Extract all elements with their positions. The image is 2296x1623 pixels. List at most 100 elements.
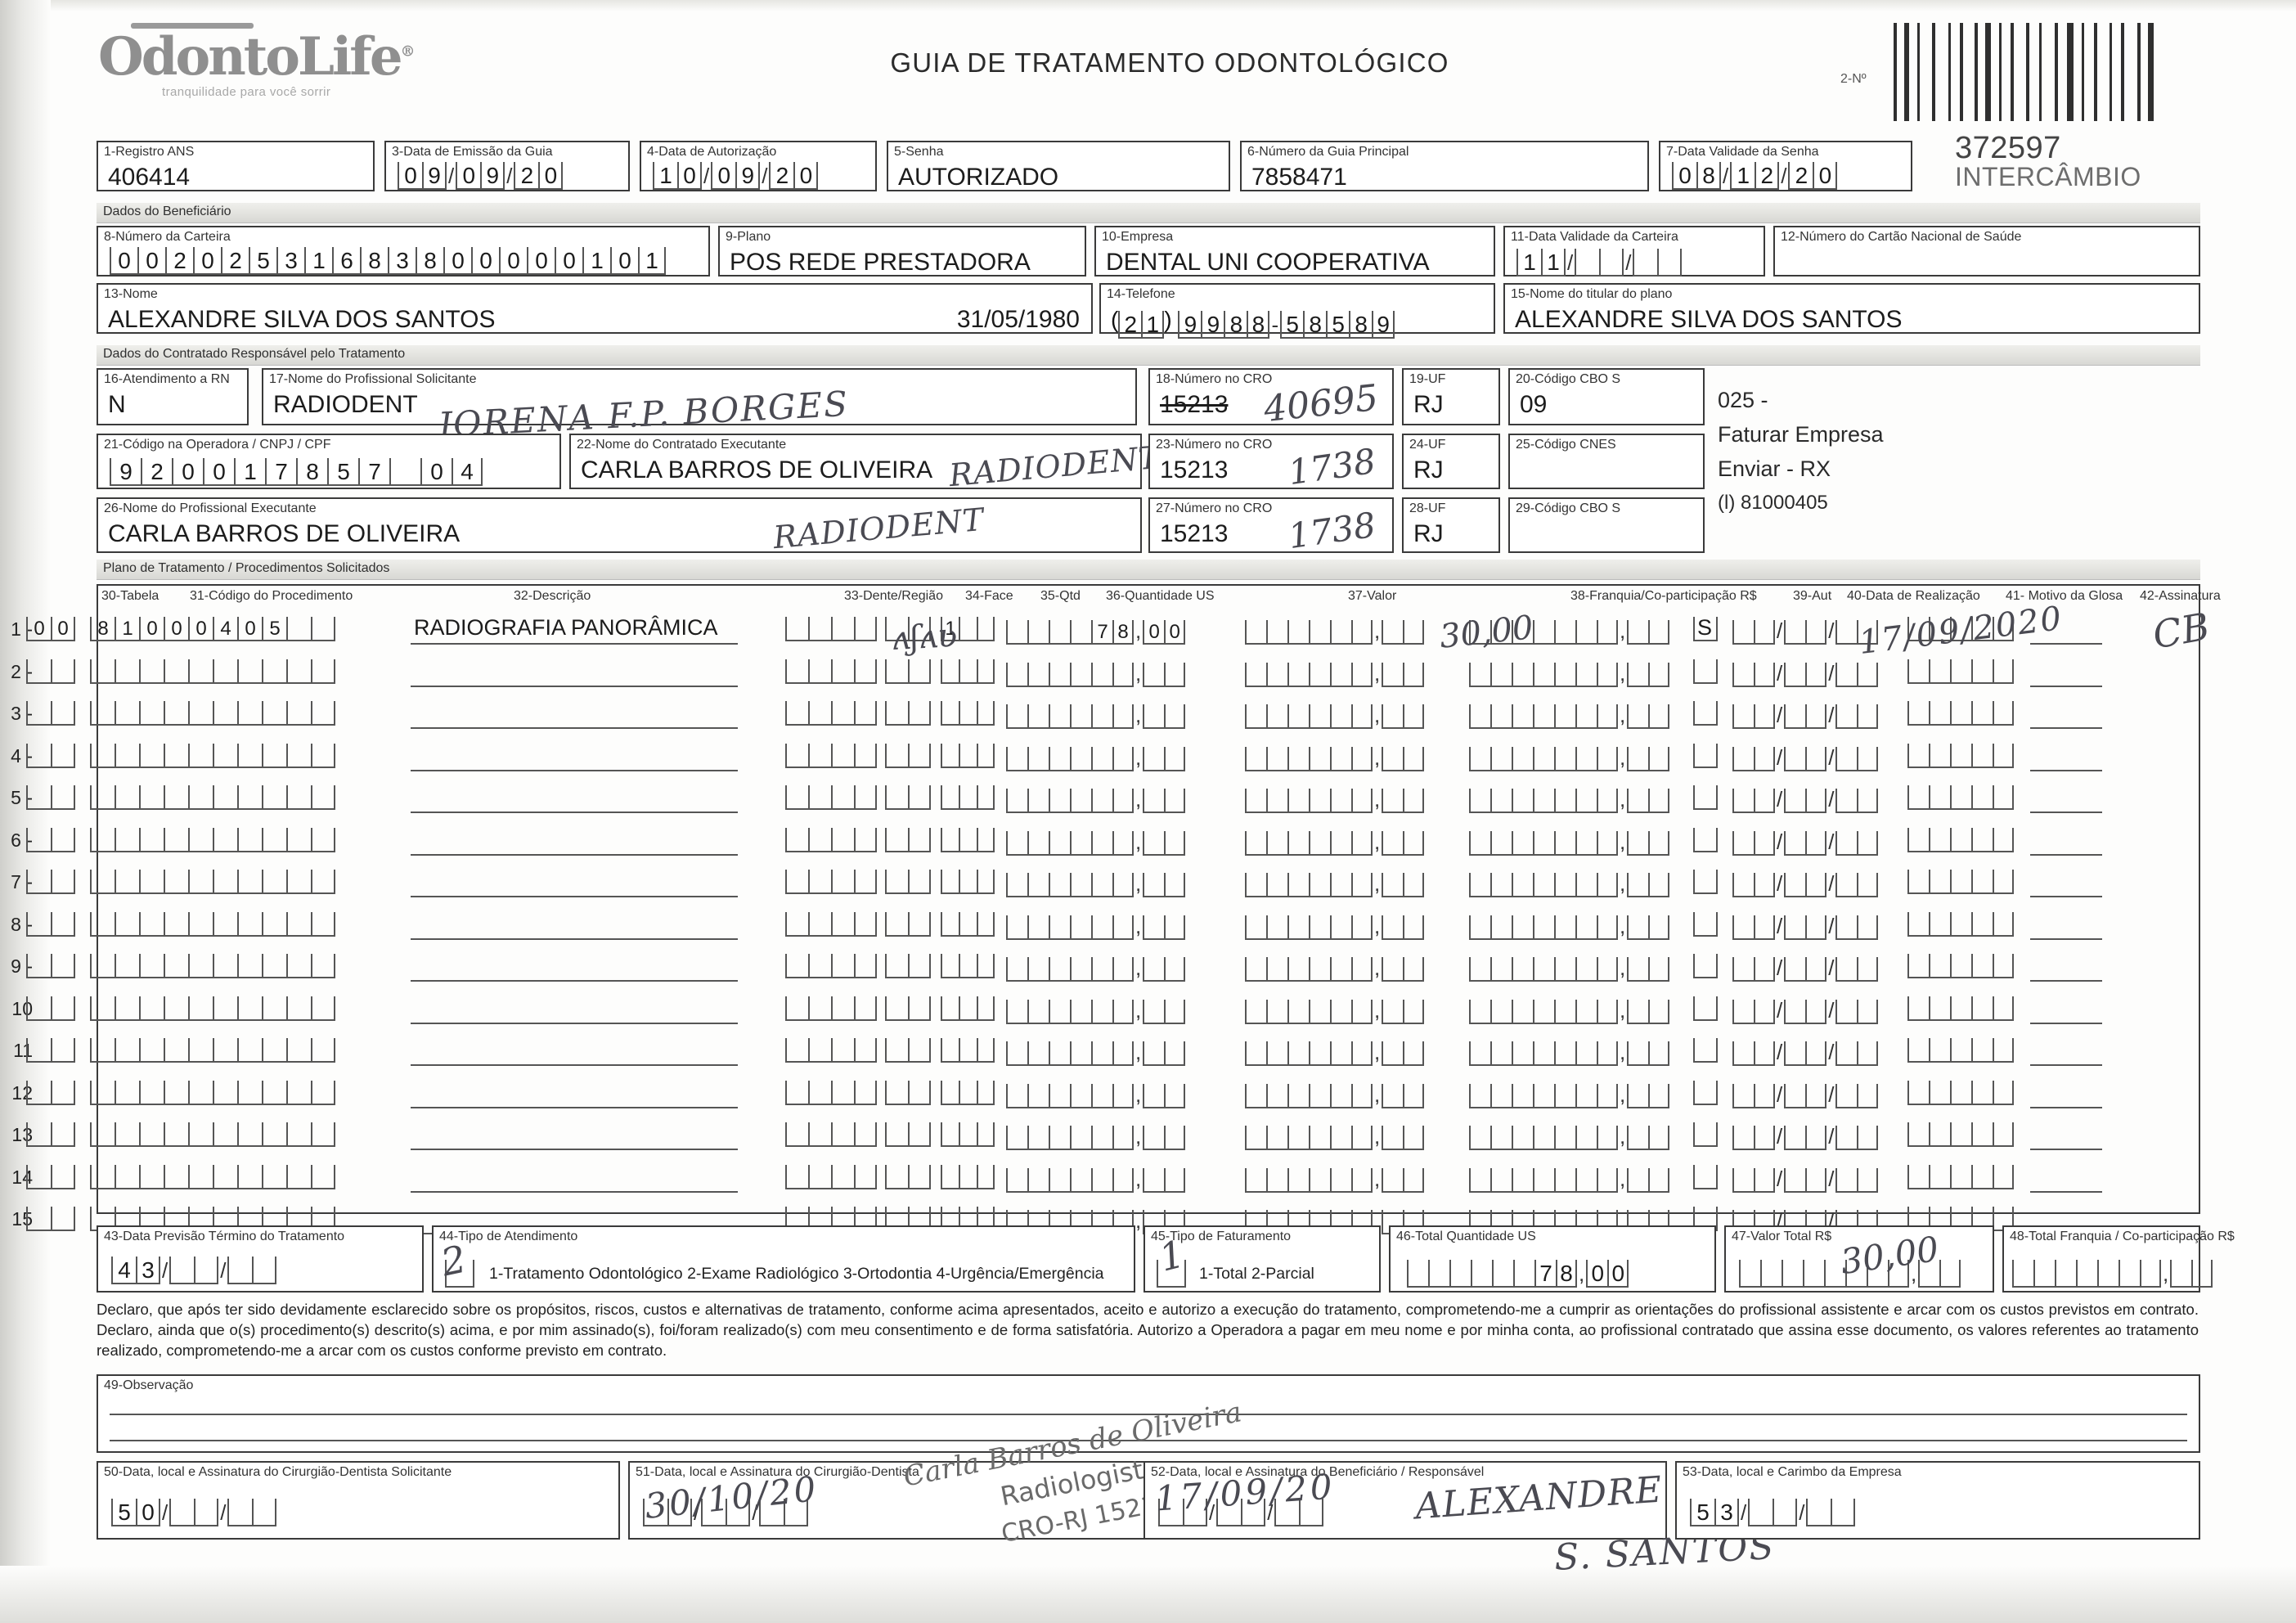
field-numero-guia-principal[interactable]: 6-Número da Guia Principal 7858471	[1240, 141, 1649, 191]
cell-face[interactable]	[885, 617, 931, 641]
cell-data-realizacao[interactable]: / /	[1732, 996, 1879, 1024]
field-assinatura-solicitante[interactable]: 50-Data, local e Assinatura do Cirurgião…	[97, 1461, 620, 1540]
cell-data-realizacao[interactable]: / /	[1732, 1081, 1879, 1108]
cell-assinatura[interactable]	[2030, 1106, 2102, 1108]
field-data-validade-senha[interactable]: 7-Data Validade da Senha 0 8/1 2/2 0	[1659, 141, 1912, 191]
date-digits[interactable]: 0 8/1 2/2 0	[1672, 162, 1838, 190]
cell-valor[interactable]: ,	[1245, 996, 1425, 1024]
cell-motivo-glosa[interactable]	[1907, 659, 2014, 684]
cell-dente-regiao[interactable]	[785, 659, 877, 684]
cell-franquia[interactable]: ,	[1469, 785, 1670, 813]
cell-valor[interactable]: ,	[1245, 1122, 1425, 1150]
cell-descricao[interactable]	[411, 685, 738, 687]
table-row[interactable]: 2 -,,, / /	[0, 651, 2104, 694]
cell-qtd[interactable]	[941, 1038, 995, 1063]
cell-dente-regiao[interactable]	[785, 701, 877, 726]
cell-assinatura[interactable]	[2030, 1149, 2102, 1150]
cell-data-realizacao[interactable]: / /	[1732, 701, 1879, 729]
cell-codigo-procedimento[interactable]	[90, 1164, 335, 1189]
cell-face[interactable]	[885, 1038, 931, 1063]
cell-valor[interactable]: ,	[1245, 659, 1425, 687]
field-cro-executante[interactable]: 27-Número no CRO 15213	[1148, 497, 1394, 553]
field-cbo-solicitante[interactable]: 20-Código CBO S 09	[1508, 368, 1705, 425]
cell-qtd[interactable]: 1	[941, 617, 995, 641]
cell-dente-regiao[interactable]	[785, 827, 877, 852]
cell-valor[interactable]: ,	[1245, 912, 1425, 940]
tipo-faturamento-cell[interactable]	[1157, 1260, 1186, 1288]
cell-aut[interactable]	[1693, 1122, 1718, 1147]
cell-codigo-procedimento[interactable]	[90, 659, 335, 684]
cell-tabela[interactable]	[26, 870, 75, 894]
cell-qtd[interactable]	[941, 1080, 995, 1105]
cell-tabela[interactable]	[26, 701, 75, 726]
table-row[interactable]: 12,,, / /	[0, 1072, 2104, 1115]
cell-qtd[interactable]	[941, 827, 995, 852]
field-senha[interactable]: 5-Senha AUTORIZADO	[887, 141, 1230, 191]
field-assinatura-dentista[interactable]: 51-Data, local e Assinatura do Cirurgião…	[628, 1461, 1152, 1540]
field-plano[interactable]: 9-Plano POS REDE PRESTADORA	[718, 226, 1086, 276]
cell-codigo-procedimento[interactable]	[90, 1080, 335, 1105]
cell-codigo-procedimento[interactable]	[90, 701, 335, 726]
cell-descricao[interactable]	[411, 980, 738, 982]
cell-quantidade-us[interactable]: ,	[1006, 701, 1186, 729]
cell-descricao[interactable]	[411, 643, 738, 645]
cell-quantidade-us[interactable]: ,	[1006, 659, 1186, 687]
table-row[interactable]: 7 -,,, / /	[0, 861, 2104, 904]
cell-descricao[interactable]	[411, 1022, 738, 1024]
field-uf-executante[interactable]: 28-UF RJ	[1402, 497, 1500, 553]
cell-qtd[interactable]	[941, 743, 995, 768]
cell-dente-regiao[interactable]	[785, 870, 877, 894]
cell-dente-regiao[interactable]	[785, 1122, 877, 1147]
cell-data-realizacao[interactable]: / /	[1732, 1165, 1879, 1193]
cell-motivo-glosa[interactable]	[1907, 1038, 2014, 1063]
field-atendimento-rn[interactable]: 16-Atendimento a RN N	[97, 368, 249, 425]
table-row[interactable]: 4 -,,, / /	[0, 735, 2104, 778]
cell-data-realizacao[interactable]: / /	[1732, 912, 1879, 940]
cell-quantidade-us[interactable]: ,	[1006, 1165, 1186, 1193]
cell-quantidade-us[interactable]: ,	[1006, 996, 1186, 1024]
cell-assinatura[interactable]	[2030, 812, 2102, 813]
cell-motivo-glosa[interactable]	[1907, 870, 2014, 894]
cell-assinatura[interactable]	[2030, 1022, 2102, 1024]
cell-franquia[interactable]: ,	[1469, 1038, 1670, 1066]
cell-franquia[interactable]: ,	[1469, 954, 1670, 982]
cell-face[interactable]	[885, 996, 931, 1021]
field-codigo-cnes[interactable]: 25-Código CNES	[1508, 434, 1705, 489]
field-total-franquia[interactable]: 48-Total Franquia / Co-participação R$ ,	[2002, 1225, 2235, 1293]
cell-valor[interactable]: ,	[1245, 785, 1425, 813]
cell-codigo-procedimento[interactable]	[90, 870, 335, 894]
table-row[interactable]: 8 -,,, / /	[0, 904, 2104, 946]
cell-valor[interactable]: ,	[1245, 954, 1425, 982]
cell-assinatura[interactable]	[2030, 896, 2102, 897]
cell-tabela[interactable]	[26, 1122, 75, 1147]
cell-assinatura[interactable]	[2030, 980, 2102, 982]
field-registro-ans[interactable]: 1-Registro ANS 406414	[97, 141, 375, 191]
date-digits[interactable]: 1 0/0 9/2 0	[653, 162, 819, 190]
field-tipo-atendimento[interactable]: 44-Tipo de Atendimento 1-Tratamento Odon…	[432, 1225, 1135, 1293]
cell-quantidade-us[interactable]: ,	[1006, 954, 1186, 982]
cell-quantidade-us[interactable]: ,	[1006, 785, 1186, 813]
cell-data-realizacao[interactable]: / /	[1732, 617, 1879, 645]
table-row[interactable]: 9 -,,, / /	[0, 946, 2104, 988]
field-validade-carteira[interactable]: 11-Data Validade da Carteira 1 1//	[1503, 226, 1765, 276]
cell-quantidade-us[interactable]: ,	[1006, 828, 1186, 856]
cell-face[interactable]	[885, 911, 931, 937]
table-row[interactable]: 6 -,,, / /	[0, 820, 2104, 862]
cell-assinatura[interactable]	[2030, 937, 2102, 940]
cell-franquia[interactable]: ,	[1469, 617, 1670, 645]
cell-codigo-procedimento[interactable]	[90, 911, 335, 937]
cell-quantidade-us[interactable]: ,	[1006, 1038, 1186, 1066]
cell-motivo-glosa[interactable]	[1907, 743, 2014, 768]
cell-codigo-procedimento[interactable]	[90, 743, 335, 768]
cell-motivo-glosa[interactable]	[1907, 785, 2014, 810]
table-row[interactable]: 11,,, / /	[0, 1030, 2104, 1072]
cell-assinatura[interactable]	[2030, 727, 2102, 729]
cell-qtd[interactable]	[941, 954, 995, 978]
field-tipo-faturamento[interactable]: 45-Tipo de Faturamento 1-Total 2-Parcial	[1144, 1225, 1381, 1293]
date-digits[interactable]: 5 3//	[1690, 1499, 1856, 1526]
cell-motivo-glosa[interactable]	[1907, 827, 2014, 852]
